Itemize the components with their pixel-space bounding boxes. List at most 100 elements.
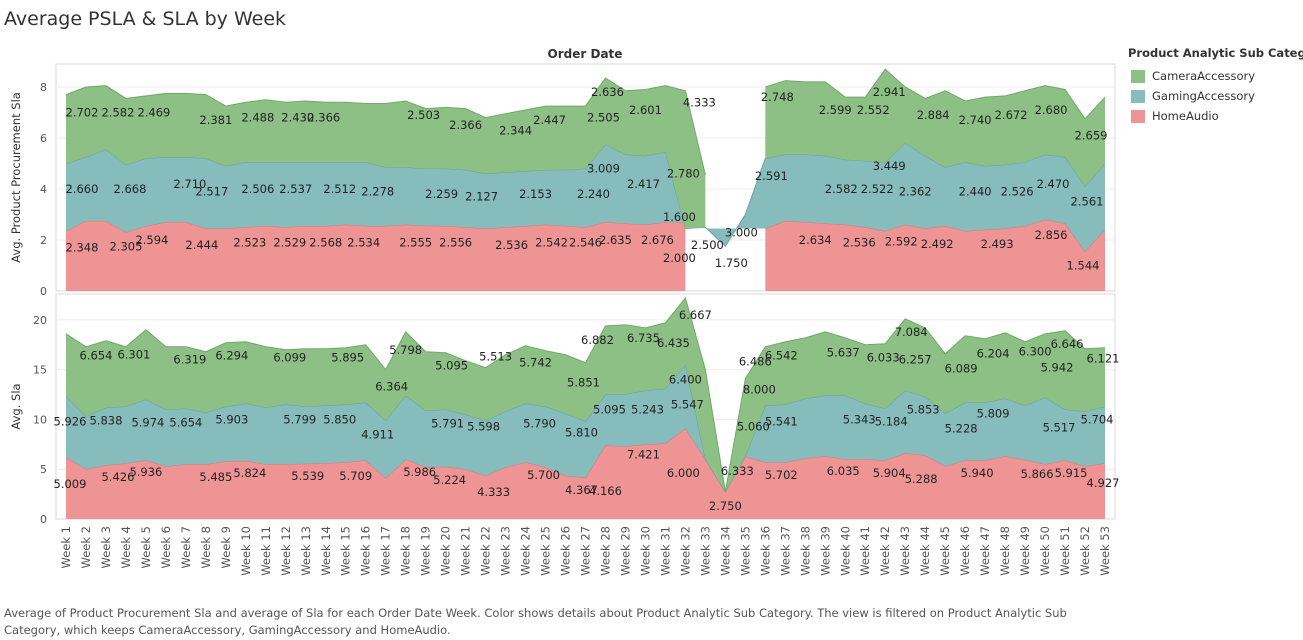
data-label: 6.667 [679,308,712,322]
y-tick-label: 4 [40,183,47,196]
x-tick-label: Week 7 [179,526,193,568]
y-tick-label: 2 [40,234,47,247]
x-tick-label: Week 17 [379,526,393,576]
data-label: 2.594 [135,233,168,247]
x-tick-label: Week 44 [918,526,932,576]
x-tick-label: Week 46 [958,526,972,576]
data-label: 3.449 [873,159,906,173]
data-label: 5.850 [323,412,356,426]
data-label: 5.704 [1081,412,1114,426]
legend-item-homeaudio[interactable]: HomeAudio [1128,106,1303,126]
data-label: 5.224 [433,473,466,487]
data-label: 2.366 [449,118,482,132]
data-label: 2.676 [641,233,674,247]
legend: Product Analytic Sub Category CameraAcce… [1128,46,1303,126]
x-tick-label: Week 41 [858,526,872,576]
y-tick-label: 6 [40,132,47,145]
data-label: 6.204 [977,347,1010,361]
data-label: 4.911 [361,427,394,441]
data-label: 6.654 [80,349,113,363]
data-label: 2.153 [519,187,552,201]
data-label: 2.470 [1037,177,1070,191]
data-label: 8.000 [743,383,776,397]
data-label: 2.659 [1075,128,1108,142]
area-homeaudio [765,219,1105,291]
y-tick-label: 10 [33,413,47,426]
y-tick-label: 8 [40,81,47,94]
data-label: 1.544 [1067,258,1100,272]
data-label: 4.333 [683,95,716,109]
data-label: 5.915 [1055,466,1088,480]
data-label: 6.400 [669,373,702,387]
x-tick-label: Week 22 [479,526,493,576]
x-tick-label: Week 10 [239,526,253,576]
x-tick-label: Week 12 [279,526,293,576]
data-label: 2.536 [495,238,528,252]
data-label: 2.601 [629,103,662,117]
x-tick-label: Week 23 [499,526,513,576]
x-axis: Week 1 Week 2 Week 3 Week 4 Week 5 Week 6 Week… [59,526,1112,576]
y-tick-label: 20 [33,314,47,327]
data-label: 2.582 [101,105,134,119]
legend-item-camera[interactable]: CameraAccessory [1128,66,1303,86]
x-tick-label: Week 14 [319,526,333,576]
x-tick-label: Week 37 [778,526,792,576]
x-tick-label: Week 32 [678,526,692,576]
data-label: 2.488 [241,111,274,125]
x-tick-label: Week 24 [519,526,533,576]
data-label: 2.780 [667,167,700,181]
data-label: 5.541 [765,414,798,428]
data-label: 2.555 [399,236,432,250]
data-label: 6.319 [173,353,206,367]
x-tick-label: Week 4 [119,526,133,568]
data-label: 5.637 [827,346,860,360]
legend-item-gaming[interactable]: GamingAccessory [1128,86,1303,106]
x-tick-label: Week 1 [59,526,73,568]
data-label: 2.127 [465,190,498,204]
legend-swatch-gaming [1131,89,1145,103]
data-label: 2.556 [439,236,472,250]
data-label: 4.367 [565,483,598,497]
y-axis-title: Avg. Product Procurement Sla [9,92,23,263]
legend-label-gaming: GamingAccessory [1152,89,1255,103]
x-axis-title: Order Date [548,47,623,61]
data-label: 1.750 [715,256,748,270]
data-label: 2.259 [425,187,458,201]
data-label: 5.851 [567,376,600,390]
data-label: 2.568 [309,236,342,250]
data-label: 5.709 [339,469,372,483]
data-label: 2.529 [273,236,306,250]
data-label: 2.660 [66,182,99,196]
data-label: 1.600 [663,210,696,224]
data-label: 2.240 [577,187,610,201]
data-label: 5.539 [291,469,324,483]
legend-title: Product Analytic Sub Category [1128,46,1303,60]
data-label: 6.735 [627,331,660,345]
data-label: 2.440 [959,185,992,199]
data-label: 2.469 [137,105,170,119]
data-label: 5.702 [765,468,798,482]
data-label: 2.444 [185,238,218,252]
area-homeaudio [66,220,686,291]
data-label: 5.517 [1043,420,1076,434]
x-tick-label: Week 20 [439,526,453,576]
data-label: 5.838 [89,413,122,427]
x-tick-label: Week 25 [539,526,553,576]
x-tick-label: Week 51 [1058,526,1072,576]
x-tick-label: Week 49 [1018,526,1032,576]
data-label: 2.552 [857,103,890,117]
data-label: 6.121 [1087,352,1120,366]
x-tick-label: Week 16 [359,526,373,576]
data-label: 5.798 [389,343,422,357]
data-label: 5.853 [907,402,940,416]
y-tick-label: 0 [40,513,47,526]
data-label: 6.882 [581,333,614,347]
data-label: 2.546 [569,236,602,250]
x-tick-label: Week 31 [658,526,672,576]
data-label: 5.060 [737,419,770,433]
data-label: 2.503 [407,108,440,122]
data-label: 6.089 [945,362,978,376]
data-label: 5.243 [631,402,664,416]
x-tick-label: Week 26 [559,526,573,576]
data-label: 5.799 [283,412,316,426]
